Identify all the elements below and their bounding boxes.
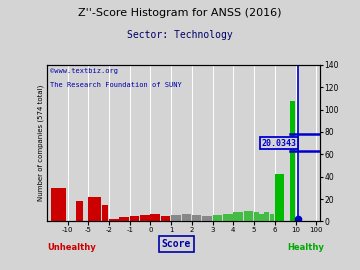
Bar [291,101,295,221]
Bar [171,215,181,221]
Bar [244,211,253,221]
Bar [150,214,160,221]
Bar [202,216,212,221]
Bar [109,219,118,221]
Text: Healthy: Healthy [287,243,324,252]
Bar [181,214,191,221]
Bar [270,214,274,221]
Bar [161,216,170,221]
Y-axis label: Number of companies (574 total): Number of companies (574 total) [37,85,44,201]
Text: The Research Foundation of SUNY: The Research Foundation of SUNY [50,82,181,88]
Bar [213,215,222,221]
Bar [130,216,139,221]
Text: Sector: Technology: Sector: Technology [127,30,233,40]
Text: Z''-Score Histogram for ANSS (2016): Z''-Score Histogram for ANSS (2016) [78,8,282,18]
Bar [275,174,284,221]
Bar [88,197,101,221]
Bar [233,212,243,221]
Bar [259,214,264,221]
Bar [76,201,84,221]
Bar [102,205,108,221]
Bar [51,188,66,221]
Bar [140,215,150,221]
Text: 20.0343: 20.0343 [262,139,297,148]
Bar [120,217,129,221]
Text: Score: Score [162,239,191,249]
Bar [192,215,202,221]
Bar [265,212,269,221]
Text: Unhealthy: Unhealthy [47,243,95,252]
Text: ©www.textbiz.org: ©www.textbiz.org [50,68,117,74]
Bar [223,214,233,221]
Bar [254,212,259,221]
